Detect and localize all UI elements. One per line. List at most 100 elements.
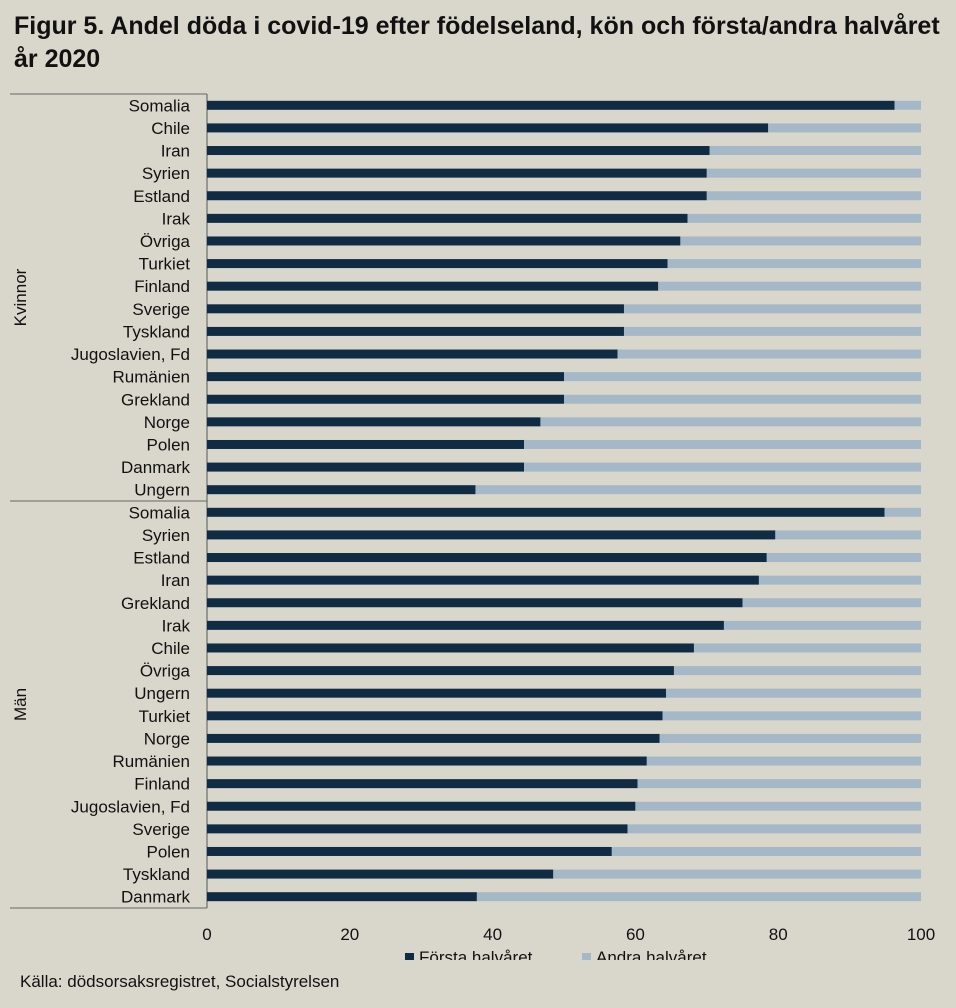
category-label: Tyskland [123, 322, 190, 341]
bar-second-half [894, 100, 921, 110]
bar-second-half [623, 304, 921, 314]
category-label: Polen [147, 842, 190, 861]
bar-second-half [617, 349, 921, 359]
bar-second-half [475, 485, 921, 495]
bar-second-half [667, 259, 921, 269]
bar-first-half [207, 168, 707, 178]
bar-second-half [564, 394, 921, 404]
bar-second-half [884, 507, 921, 517]
bar-first-half [207, 304, 624, 314]
category-label: Estland [133, 187, 190, 206]
bar-first-half [207, 575, 759, 585]
category-label: Grekland [121, 390, 190, 409]
bar-first-half [207, 417, 541, 427]
category-label: Övriga [140, 662, 191, 681]
category-label: Irak [162, 209, 191, 228]
bar-first-half [207, 146, 710, 156]
bar-first-half [207, 462, 525, 472]
bar-second-half [742, 598, 921, 608]
category-label: Grekland [121, 594, 190, 613]
bar-first-half [207, 507, 885, 517]
bar-second-half [540, 417, 921, 427]
category-label: Chile [151, 639, 190, 658]
legend-label: Första halvåret [419, 948, 533, 960]
group-label: Män [11, 688, 30, 721]
bar-first-half [207, 846, 612, 856]
x-tick-label: 100 [907, 925, 935, 944]
bar-first-half [207, 530, 776, 540]
bar-second-half [723, 620, 921, 630]
group-label: Kvinnor [11, 268, 30, 326]
x-tick-label: 40 [483, 925, 502, 944]
bar-first-half [207, 236, 681, 246]
legend-swatch-second-half [582, 953, 591, 960]
chart: Kvinnor Somalia Chile Iran Syrien Estland Irak… [10, 93, 935, 960]
category-label: Rumänien [113, 752, 191, 771]
bar-first-half [207, 733, 660, 743]
chart-title: Figur 5. Andel döda i covid-19 efter föd… [14, 12, 940, 73]
category-label: Irak [162, 616, 191, 635]
bar-first-half [207, 892, 477, 902]
category-label: Syrien [142, 164, 190, 183]
bar-second-half [611, 846, 921, 856]
bar-second-half [659, 733, 921, 743]
bar-second-half [768, 123, 921, 133]
bar-first-half [207, 711, 663, 721]
bar-first-half [207, 598, 743, 608]
bar-second-half [553, 869, 921, 879]
x-tick-label: 80 [769, 925, 788, 944]
bar-second-half [646, 756, 921, 766]
bar-first-half [207, 553, 767, 563]
bar-second-half [666, 688, 921, 698]
category-label: Finland [134, 775, 190, 794]
bar-first-half [207, 213, 688, 223]
category-label: Norge [144, 729, 190, 748]
bar-first-half [207, 869, 554, 879]
category-label: Estland [133, 549, 190, 568]
source-note: Källa: dödsorsaksregistret, Socialstyrel… [20, 972, 340, 991]
category-label: Övriga [140, 232, 191, 251]
x-tick-label: 60 [626, 925, 645, 944]
bar-first-half [207, 394, 564, 404]
category-label: Ungern [134, 684, 190, 703]
bar-second-half [635, 801, 921, 811]
bar-second-half [766, 553, 921, 563]
bar-first-half [207, 439, 525, 449]
category-label: Somalia [129, 503, 191, 522]
category-label: Jugoslavien, Fd [71, 797, 190, 816]
category-label: Ungern [134, 481, 190, 500]
bar-first-half [207, 801, 636, 811]
category-label: Turkiet [139, 707, 191, 726]
bar-second-half [687, 213, 921, 223]
bar-second-half [693, 643, 921, 653]
bar-first-half [207, 372, 564, 382]
bar-second-half [627, 824, 921, 834]
bar-first-half [207, 281, 659, 291]
category-label: Iran [161, 142, 190, 161]
bar-second-half [706, 191, 921, 201]
category-label: Turkiet [139, 255, 191, 274]
category-label: Sverige [132, 820, 190, 839]
category-label: Iran [161, 571, 190, 590]
bar-second-half [564, 372, 921, 382]
category-label: Finland [134, 277, 190, 296]
bar-second-half [623, 326, 921, 336]
category-label: Danmark [121, 458, 190, 477]
bar-first-half [207, 326, 624, 336]
bar-first-half [207, 688, 667, 698]
bar-second-half [476, 892, 921, 902]
legend-label: Andra halvåret [596, 948, 707, 960]
bar-first-half [207, 643, 694, 653]
bar-first-half [207, 191, 707, 201]
category-label: Chile [151, 119, 190, 138]
category-label: Danmark [121, 888, 190, 907]
bar-first-half [207, 123, 769, 133]
category-label: Norge [144, 413, 190, 432]
category-label: Polen [147, 435, 190, 454]
bar-first-half [207, 485, 476, 495]
bar-first-half [207, 620, 724, 630]
bar-first-half [207, 259, 668, 269]
bar-first-half [207, 349, 618, 359]
bar-first-half [207, 824, 628, 834]
x-tick-label: 20 [340, 925, 359, 944]
